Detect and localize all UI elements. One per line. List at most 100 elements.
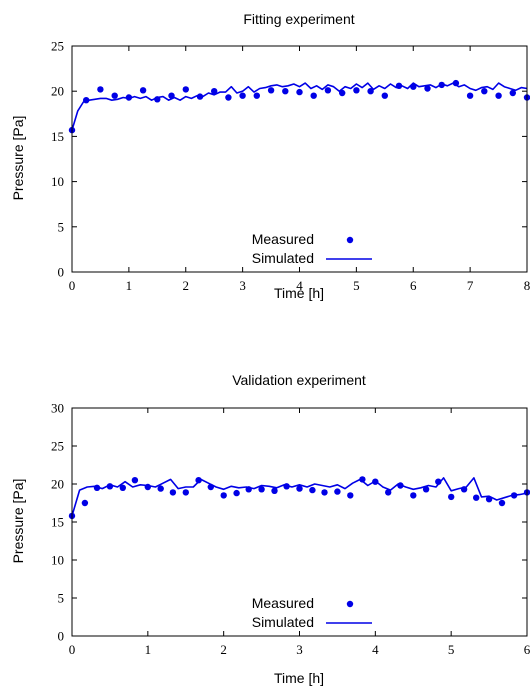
validation-chart-legend: Measured Simulated — [252, 595, 372, 630]
validation-x-tick-label: 2 — [220, 642, 227, 657]
fitting-legend-measured-label: Measured — [252, 231, 314, 247]
validation-measured-point — [283, 483, 290, 490]
fitting-measured-point — [452, 79, 460, 87]
fitting-chart-title: Fitting experiment — [243, 11, 354, 27]
fitting-measured-point — [324, 87, 332, 94]
validation-x-tick-label: 0 — [69, 642, 76, 657]
validation-measured-point — [473, 494, 480, 501]
validation-measured-point — [435, 478, 442, 485]
fitting-measured-point — [154, 96, 161, 103]
fitting-chart-x-axis-label: Time [h] — [274, 285, 324, 301]
fitting-y-tick-label: 25 — [51, 39, 64, 54]
fitting-measured-point — [182, 86, 189, 93]
validation-measured-point — [157, 485, 164, 492]
validation-x-tick-label: 4 — [372, 642, 379, 657]
fitting-chart-measured-series — [68, 79, 530, 134]
validation-chart-ticks: 0 1 2 3 4 5 6 0 5 10 15 20 25 30 — [51, 401, 530, 658]
fitting-chart-legend: Measured Simulated — [252, 231, 372, 266]
validation-measured-point — [422, 486, 430, 493]
validation-chart-title: Validation experiment — [232, 372, 366, 388]
fitting-measured-point — [239, 92, 246, 99]
fitting-x-tick-label: 3 — [239, 278, 246, 293]
fitting-x-tick-label: 6 — [410, 278, 417, 293]
validation-measured-point — [207, 483, 214, 491]
fitting-legend-measured-marker — [346, 236, 354, 244]
validation-measured-point — [397, 482, 404, 489]
fitting-x-tick-label: 4 — [296, 278, 303, 293]
fitting-y-tick-label: 5 — [58, 219, 65, 234]
fitting-measured-point — [438, 81, 445, 89]
validation-measured-point — [93, 484, 101, 491]
fitting-measured-point — [410, 83, 417, 90]
validation-measured-point — [385, 489, 392, 496]
validation-measured-point — [410, 492, 417, 499]
fitting-x-tick-label: 2 — [183, 278, 190, 293]
fitting-measured-point — [139, 87, 147, 94]
validation-measured-point — [182, 489, 189, 496]
fitting-measured-point — [481, 88, 488, 95]
fitting-measured-point — [282, 88, 289, 95]
validation-measured-point — [334, 488, 341, 495]
fitting-x-tick-label: 8 — [524, 278, 530, 293]
fitting-simulated-line — [71, 82, 528, 131]
fitting-y-tick-label: 0 — [58, 265, 65, 280]
validation-y-tick-label: 20 — [51, 477, 64, 492]
validation-measured-point — [372, 478, 379, 485]
fitting-measured-point — [339, 89, 346, 97]
validation-x-tick-label: 5 — [448, 642, 455, 657]
fitting-measured-point — [296, 88, 303, 96]
fitting-measured-point — [83, 97, 90, 104]
fitting-measured-point — [267, 87, 275, 94]
validation-y-tick-label: 25 — [51, 439, 64, 454]
validation-measured-point — [460, 486, 468, 493]
fitting-measured-point — [367, 88, 374, 95]
validation-x-tick-label: 3 — [296, 642, 303, 657]
validation-measured-point — [131, 477, 139, 484]
validation-measured-point — [510, 492, 518, 499]
fitting-measured-point — [225, 94, 232, 101]
fitting-measured-point — [353, 87, 360, 94]
fitting-measured-point — [253, 92, 260, 99]
validation-legend-measured-label: Measured — [252, 595, 314, 611]
validation-chart: Validation experiment Pressure [Pa] Time… — [10, 372, 530, 686]
fitting-measured-point — [509, 89, 516, 97]
validation-measured-point — [271, 487, 278, 494]
fitting-measured-point — [168, 92, 175, 99]
fitting-measured-point — [310, 92, 317, 99]
fitting-measured-point — [211, 88, 218, 95]
fitting-x-tick-label: 5 — [353, 278, 360, 293]
validation-measured-point — [347, 492, 354, 499]
fitting-x-tick-label: 1 — [126, 278, 133, 293]
validation-measured-point — [220, 492, 227, 499]
validation-y-tick-label: 10 — [51, 553, 64, 568]
validation-measured-point — [144, 483, 151, 491]
fitting-measured-point — [196, 93, 204, 100]
validation-measured-point — [106, 483, 114, 490]
fitting-y-tick-label: 20 — [51, 84, 64, 99]
validation-x-tick-label: 1 — [145, 642, 152, 657]
validation-legend-simulated-label: Simulated — [252, 614, 314, 630]
validation-chart-measured-series — [68, 476, 530, 520]
fitting-chart-y-axis-label: Pressure [Pa] — [10, 116, 26, 201]
validation-y-tick-label: 5 — [58, 591, 65, 606]
validation-measured-point — [119, 484, 127, 491]
validation-x-tick-label: 6 — [524, 642, 530, 657]
validation-measured-point — [258, 486, 265, 493]
validation-y-tick-label: 30 — [51, 401, 64, 416]
validation-y-tick-label: 15 — [51, 515, 64, 530]
validation-measured-point — [81, 499, 89, 507]
validation-y-tick-label: 0 — [58, 629, 65, 644]
validation-measured-point — [448, 493, 455, 501]
validation-chart-y-axis-label: Pressure [Pa] — [10, 479, 26, 564]
fitting-measured-point — [466, 92, 474, 99]
fitting-y-tick-label: 10 — [51, 174, 64, 189]
validation-measured-point — [169, 489, 177, 496]
fitting-chart-ticks: 0 1 2 3 4 5 6 7 8 0 5 10 15 20 25 — [51, 39, 530, 294]
validation-measured-point — [233, 489, 240, 497]
validation-measured-point — [359, 476, 366, 483]
fitting-measured-point — [381, 92, 388, 99]
validation-measured-point — [245, 486, 252, 493]
validation-measured-point — [296, 485, 303, 492]
